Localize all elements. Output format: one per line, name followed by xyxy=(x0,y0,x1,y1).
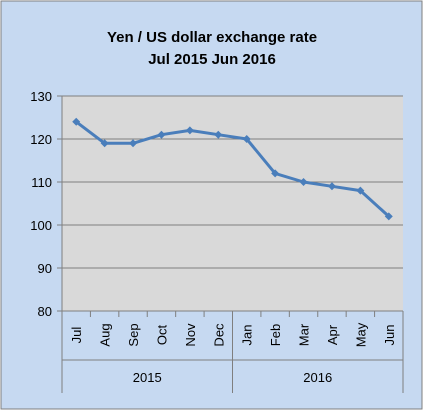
x-tick-label: Jan xyxy=(240,325,255,346)
data-point xyxy=(299,178,308,186)
chart-subtitle: Jul 2015 Jun 2016 xyxy=(148,51,276,68)
x-tick-label: Apr xyxy=(325,324,340,345)
x-tick-label: May xyxy=(353,322,368,347)
x-tick-label: Sep xyxy=(126,323,141,346)
data-point xyxy=(242,135,251,143)
data-point xyxy=(129,139,138,148)
plot-area xyxy=(62,96,403,311)
series-line xyxy=(75,120,390,218)
x-tick-label: Jul xyxy=(69,327,84,344)
data-point xyxy=(384,212,393,221)
y-tick-label: 100 xyxy=(30,218,52,233)
data-point xyxy=(356,186,365,195)
x-tick-label: Feb xyxy=(268,324,283,346)
data-point xyxy=(271,169,280,178)
x-tick-label: Mar xyxy=(297,323,312,346)
y-tick-label: 130 xyxy=(30,89,52,104)
chart-title: Yen / US dollar exchange rate xyxy=(107,29,317,46)
x-tick-label: Dec xyxy=(211,323,226,347)
group-label: 2016 xyxy=(303,370,332,385)
x-tick-label: Jun xyxy=(382,325,397,346)
group-label: 2015 xyxy=(133,370,162,385)
data-point xyxy=(100,139,109,148)
data-point xyxy=(185,126,194,135)
data-point xyxy=(327,182,336,191)
x-tick-label: Aug xyxy=(98,323,113,346)
y-tick-label: 80 xyxy=(38,304,52,319)
data-point xyxy=(157,130,166,139)
y-tick-label: 110 xyxy=(31,175,52,190)
x-tick-label: Oct xyxy=(154,325,169,346)
y-tick-label: 120 xyxy=(30,132,52,147)
data-point xyxy=(72,117,81,126)
data-point xyxy=(214,130,223,139)
y-tick-label: 90 xyxy=(38,261,52,276)
x-tick-label: Nov xyxy=(183,323,198,347)
